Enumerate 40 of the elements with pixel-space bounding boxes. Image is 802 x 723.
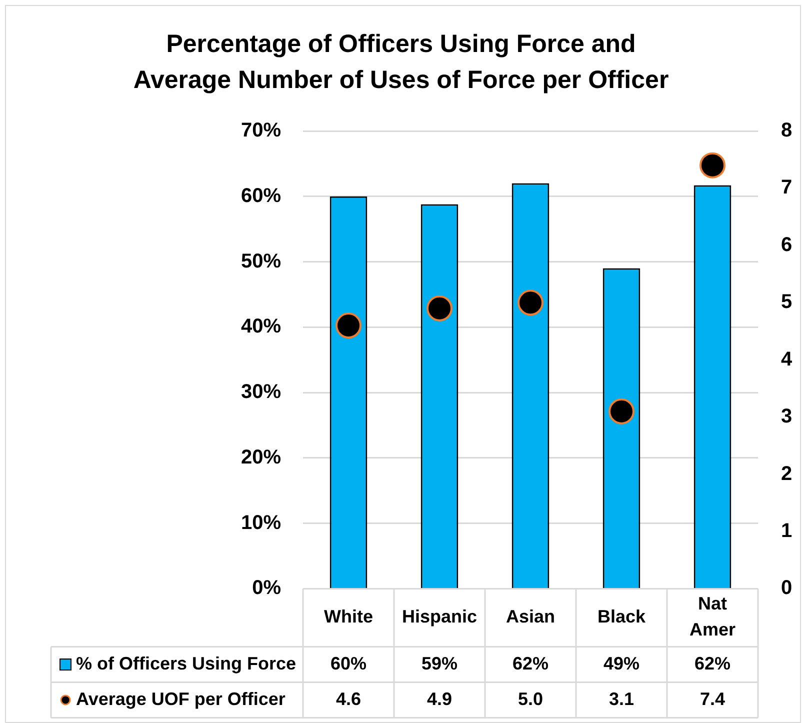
- y-tick-label: 50%: [240, 250, 282, 272]
- chart-title: Percentage of Officers Using Force and Average Number of Uses of Force per Officer: [133, 30, 669, 94]
- y2-tick-label: 2: [781, 462, 792, 485]
- y2-tick-label: 6: [781, 234, 792, 256]
- point: [518, 290, 544, 316]
- point: [608, 398, 634, 424]
- y-tick-label: 70%: [240, 120, 282, 142]
- data-label: 4.9: [426, 688, 452, 709]
- y2-tick-label: 8: [781, 120, 792, 142]
- legend-label: Average UOF per Officer: [76, 688, 286, 709]
- y2-tick-label: 7: [781, 176, 792, 199]
- y2-tick-label: 3: [781, 406, 792, 428]
- data-label: 7.4: [700, 688, 726, 709]
- legend-label: % of Officers Using Force: [76, 653, 296, 674]
- data-label: 62%: [512, 653, 549, 674]
- y-tick-label: 0%: [252, 577, 282, 600]
- data-label: 5.0: [518, 688, 544, 709]
- y-tick-label: 20%: [240, 446, 282, 468]
- y2-tick-label: 4: [781, 348, 793, 370]
- point: [700, 152, 726, 178]
- x-tick-label: Hispanic: [402, 606, 478, 627]
- x-tick-label: Nat Amer: [689, 594, 736, 640]
- data-label: 49%: [603, 653, 640, 674]
- y2-tick-label: 5: [781, 291, 792, 314]
- data-label: 59%: [421, 653, 458, 674]
- y-tick-label: 30%: [240, 381, 282, 404]
- y2-tick-label: 0: [781, 577, 792, 600]
- x-tick-label: White: [324, 606, 373, 627]
- point: [426, 295, 452, 322]
- data-label: 4.6: [336, 688, 362, 709]
- data-label: 60%: [330, 653, 367, 674]
- x-tick-label: Black: [597, 606, 646, 627]
- point: [336, 312, 362, 339]
- data-label: 62%: [694, 653, 731, 674]
- y-tick-label: 60%: [240, 184, 282, 207]
- y-tick-label: 40%: [240, 316, 282, 338]
- x-tick-label: Asian: [506, 606, 556, 627]
- y-tick-label: 10%: [240, 512, 282, 534]
- y2-tick-label: 1: [781, 520, 792, 542]
- data-label: 3.1: [608, 688, 634, 709]
